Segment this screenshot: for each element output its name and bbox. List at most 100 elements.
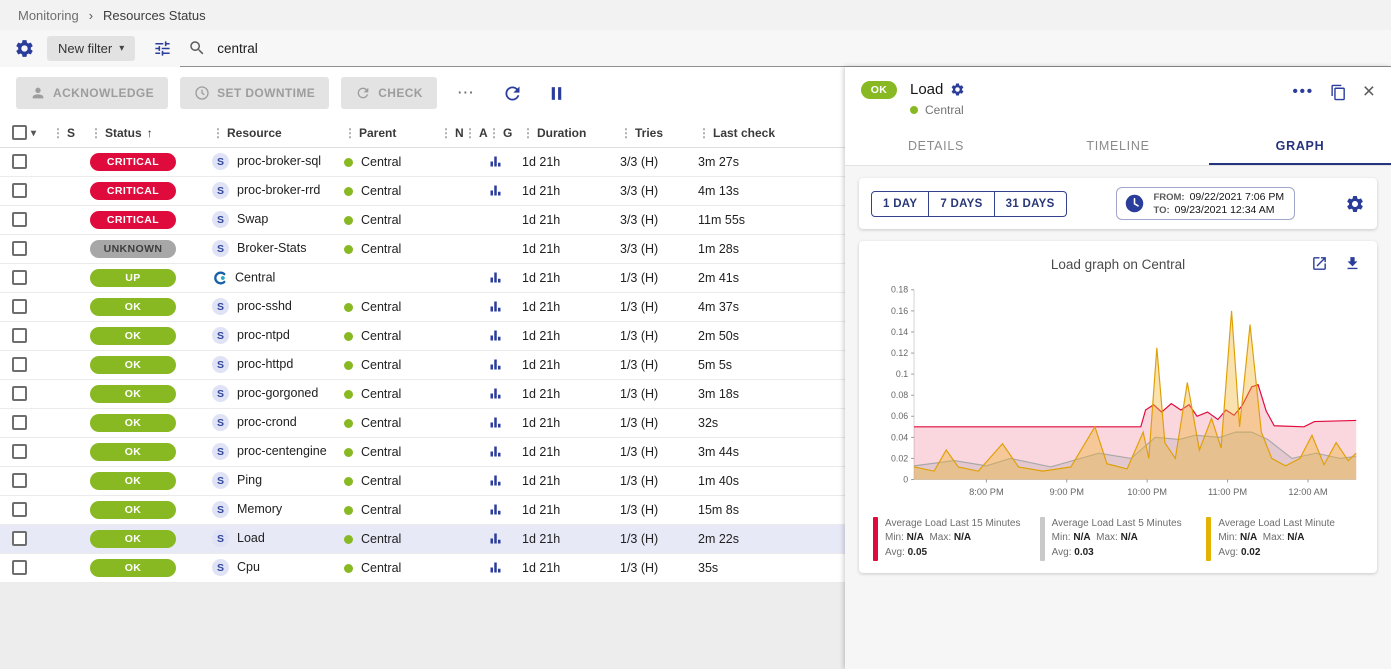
row-checkbox[interactable] bbox=[12, 473, 27, 489]
column-drag-icon[interactable]: ⋮ bbox=[464, 125, 476, 140]
legend-item[interactable]: Average Load Last 5 Minutes Min: N/A Max:… bbox=[1039, 516, 1197, 561]
search-input[interactable] bbox=[215, 39, 1391, 57]
row-checkbox[interactable] bbox=[12, 560, 27, 576]
resource-name[interactable]: proc-broker-sql bbox=[237, 153, 322, 168]
table-row[interactable]: UNKNOWN S Broker-Stats Central 1d 21h 3/3 (H)… bbox=[0, 234, 845, 264]
parent-name[interactable]: Central bbox=[361, 299, 402, 314]
table-row[interactable]: OK S Ping Central 1d 21h 1/3 (H) 1m 40s bbox=[0, 466, 845, 496]
row-checkbox[interactable] bbox=[12, 328, 27, 344]
graph-icon[interactable] bbox=[488, 299, 503, 314]
parent-name[interactable]: Central bbox=[361, 154, 402, 169]
graph-icon[interactable] bbox=[488, 415, 503, 430]
column-drag-icon[interactable]: ⋮ bbox=[52, 125, 64, 140]
resource-name[interactable]: Memory bbox=[237, 501, 283, 516]
column-header-status[interactable]: ⋮ Status ↑ bbox=[90, 119, 212, 148]
resource-name[interactable]: Ping bbox=[237, 472, 263, 487]
column-header-duration[interactable]: ⋮ Duration bbox=[522, 119, 620, 148]
row-checkbox[interactable] bbox=[12, 502, 27, 518]
graph-icon[interactable] bbox=[488, 357, 503, 372]
resource-name[interactable]: Cpu bbox=[237, 559, 260, 574]
check-button[interactable]: CHECK bbox=[341, 77, 437, 109]
load-graph[interactable]: 0 0.02 0.04 0.06 0.08 0.1 0.12 0.14 0.16 0.18 8:00… bbox=[871, 280, 1365, 515]
graph-icon[interactable] bbox=[488, 183, 503, 198]
row-checkbox[interactable] bbox=[12, 386, 27, 402]
column-drag-icon[interactable]: ⋮ bbox=[90, 125, 102, 140]
graph-icon[interactable] bbox=[488, 386, 503, 401]
period-button-7-days[interactable]: 7 DAYS bbox=[929, 190, 995, 217]
breadcrumb-monitoring[interactable]: Monitoring bbox=[18, 7, 79, 23]
parent-name[interactable]: Central bbox=[361, 183, 402, 198]
resource-name[interactable]: Central bbox=[235, 269, 276, 284]
column-header-severity[interactable]: ⋮ S bbox=[52, 119, 90, 148]
resource-name[interactable]: Broker-Stats bbox=[237, 240, 307, 255]
resource-name[interactable]: proc-gorgoned bbox=[237, 385, 319, 400]
resource-name[interactable]: proc-broker-rrd bbox=[237, 182, 321, 197]
parent-name[interactable]: Central bbox=[361, 473, 402, 488]
select-all-checkbox[interactable] bbox=[12, 125, 27, 141]
service-settings-gear-icon[interactable] bbox=[950, 82, 965, 97]
graph-icon[interactable] bbox=[488, 270, 503, 285]
parent-name[interactable]: Central bbox=[361, 357, 402, 372]
close-panel-icon[interactable]: × bbox=[1362, 80, 1375, 103]
parent-name[interactable]: Central bbox=[361, 415, 402, 430]
column-header-select[interactable]: ▾ bbox=[0, 119, 52, 148]
row-checkbox[interactable] bbox=[12, 183, 27, 199]
parent-name[interactable]: Central bbox=[361, 444, 402, 459]
parent-name[interactable]: Central bbox=[361, 241, 402, 256]
column-drag-icon[interactable]: ⋮ bbox=[488, 125, 500, 140]
column-drag-icon[interactable]: ⋮ bbox=[440, 125, 452, 140]
graph-icon[interactable] bbox=[488, 531, 503, 546]
filter-settings-icon[interactable] bbox=[0, 38, 47, 59]
table-row[interactable]: CRITICAL S Swap Central 1d 21h 3/3 (H) 11m 55s bbox=[0, 205, 845, 235]
period-button-31-days[interactable]: 31 DAYS bbox=[994, 190, 1067, 217]
column-header-action[interactable]: ⋮ A bbox=[464, 119, 488, 148]
column-drag-icon[interactable]: ⋮ bbox=[344, 125, 356, 140]
sort-ascending-icon[interactable]: ↑ bbox=[146, 125, 153, 140]
row-checkbox[interactable] bbox=[12, 299, 27, 315]
row-checkbox[interactable] bbox=[12, 241, 27, 257]
column-drag-icon[interactable]: ⋮ bbox=[620, 125, 632, 140]
row-checkbox[interactable] bbox=[12, 154, 27, 170]
tab-graph[interactable]: GRAPH bbox=[1209, 127, 1391, 165]
filter-tune-icon[interactable] bbox=[145, 39, 180, 58]
table-row[interactable]: OK S Cpu Central 1d 21h 1/3 (H) 35s bbox=[0, 553, 845, 583]
graph-icon[interactable] bbox=[488, 444, 503, 459]
table-row[interactable]: OK S Load Central 1d 21h 1/3 (H) 2m 22s bbox=[0, 524, 845, 554]
table-row[interactable]: OK S Memory Central 1d 21h 1/3 (H) 15m 8s bbox=[0, 495, 845, 525]
column-header-last-check[interactable]: ⋮ Last check bbox=[698, 119, 845, 148]
resource-name[interactable]: proc-crond bbox=[237, 414, 297, 429]
column-drag-icon[interactable]: ⋮ bbox=[522, 125, 534, 140]
more-actions-button[interactable]: ⋯ bbox=[449, 81, 484, 105]
graph-settings-gear-icon[interactable] bbox=[1345, 194, 1365, 214]
resource-name[interactable]: proc-sshd bbox=[237, 298, 292, 313]
resource-name[interactable]: Load bbox=[237, 530, 265, 545]
column-drag-icon[interactable]: ⋮ bbox=[212, 125, 224, 140]
new-filter-dropdown[interactable]: New filter ▾ bbox=[47, 36, 136, 61]
legend-item[interactable]: Average Load Last 15 Minutes Min: N/A Max… bbox=[873, 516, 1030, 561]
period-button-1-day[interactable]: 1 DAY bbox=[871, 190, 930, 217]
column-header-graph[interactable]: ⋮ G bbox=[488, 119, 522, 148]
resource-name[interactable]: proc-centengine bbox=[237, 443, 327, 458]
column-header-parent[interactable]: ⋮ Parent bbox=[344, 119, 440, 148]
resource-name[interactable]: proc-httpd bbox=[237, 356, 294, 371]
column-header-resource[interactable]: ⋮ Resource bbox=[212, 119, 344, 148]
tab-timeline[interactable]: TIMELINE bbox=[1086, 139, 1150, 153]
table-row[interactable]: UP Central 1d 21h 1/3 (H) 2m 41s bbox=[0, 263, 845, 293]
parent-name[interactable]: Central bbox=[361, 560, 402, 575]
refresh-button[interactable] bbox=[496, 81, 529, 106]
row-checkbox[interactable] bbox=[12, 270, 27, 286]
resource-name[interactable]: proc-ntpd bbox=[237, 327, 290, 342]
copy-link-icon[interactable] bbox=[1330, 84, 1347, 101]
row-checkbox[interactable] bbox=[12, 212, 27, 228]
parent-name[interactable]: Central bbox=[361, 212, 402, 227]
breadcrumb-resources-status[interactable]: Resources Status bbox=[103, 7, 206, 23]
column-header-tries[interactable]: ⋮ Tries bbox=[620, 119, 698, 148]
date-range-picker[interactable]: FROM: 09/22/2021 7:06 PM TO: 09/23/2021 … bbox=[1116, 187, 1296, 220]
open-in-new-icon[interactable] bbox=[1311, 255, 1328, 272]
parent-name[interactable]: Central bbox=[361, 502, 402, 517]
